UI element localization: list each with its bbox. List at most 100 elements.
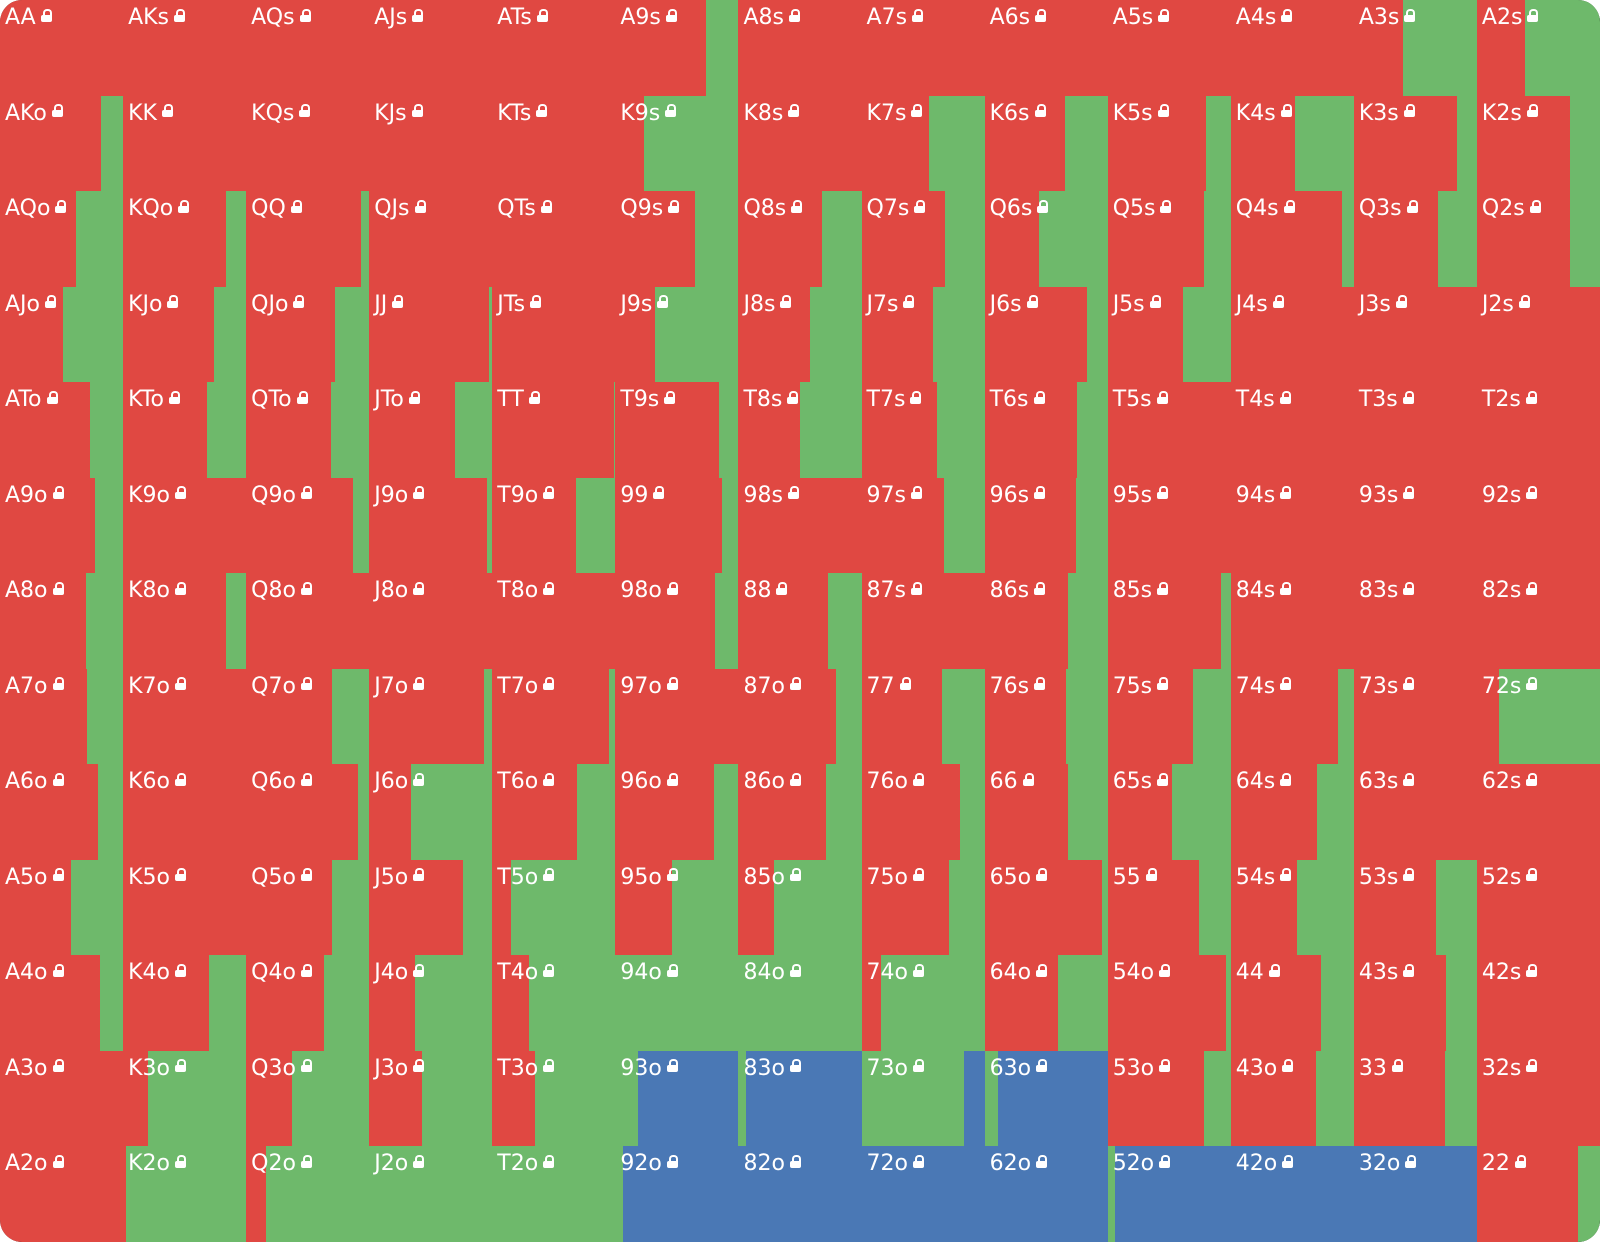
- hand-cell-94o[interactable]: 94o: [615, 955, 739, 1051]
- lock-icon[interactable]: [392, 295, 404, 309]
- hand-cell-43o[interactable]: 43o: [1230, 1050, 1354, 1147]
- lock-icon[interactable]: [543, 868, 555, 882]
- lock-icon[interactable]: [1526, 868, 1538, 882]
- lock-icon[interactable]: [1403, 581, 1415, 595]
- lock-icon[interactable]: [668, 199, 680, 213]
- hand-cell-76s[interactable]: 76s: [984, 668, 1108, 765]
- lock-icon[interactable]: [1157, 104, 1169, 118]
- lock-icon[interactable]: [1157, 772, 1169, 786]
- lock-icon[interactable]: [666, 1154, 678, 1168]
- hand-cell-72o[interactable]: 72o: [861, 1146, 985, 1242]
- lock-icon[interactable]: [1145, 868, 1157, 882]
- lock-icon[interactable]: [666, 581, 678, 595]
- lock-icon[interactable]: [1034, 486, 1046, 500]
- lock-icon[interactable]: [911, 486, 922, 500]
- hand-cell-aqo[interactable]: AQo: [0, 191, 124, 287]
- hand-cell-j9o[interactable]: J9o: [369, 477, 493, 574]
- lock-icon[interactable]: [787, 390, 799, 404]
- hand-cell-j4o[interactable]: J4o: [369, 955, 493, 1051]
- lock-icon[interactable]: [788, 104, 800, 118]
- lock-icon[interactable]: [1403, 963, 1415, 977]
- lock-icon[interactable]: [413, 581, 425, 595]
- hand-cell-aa[interactable]: AA: [0, 0, 124, 96]
- hand-cell-j8o[interactable]: J8o: [369, 573, 493, 669]
- hand-cell-53s[interactable]: 53s: [1353, 859, 1477, 956]
- hand-cell-62o[interactable]: 62o: [984, 1146, 1108, 1242]
- lock-icon[interactable]: [413, 963, 425, 977]
- hand-cell-87s[interactable]: 87s: [861, 573, 985, 669]
- lock-icon[interactable]: [1026, 295, 1038, 309]
- hand-cell-83s[interactable]: 83s: [1353, 573, 1477, 669]
- lock-icon[interactable]: [791, 199, 803, 213]
- hand-cell-k5o[interactable]: K5o: [123, 859, 247, 956]
- hand-cell-jts[interactable]: JTs: [492, 286, 616, 383]
- hand-cell-92s[interactable]: 92s: [1476, 477, 1600, 574]
- lock-icon[interactable]: [787, 486, 799, 500]
- hand-cell-76o[interactable]: 76o: [861, 764, 985, 860]
- hand-cell-t3s[interactable]: T3s: [1353, 382, 1477, 478]
- hand-cell-a9o[interactable]: A9o: [0, 477, 124, 574]
- hand-cell-66[interactable]: 66: [984, 764, 1108, 860]
- lock-icon[interactable]: [414, 199, 426, 213]
- lock-icon[interactable]: [665, 104, 677, 118]
- hand-cell-a9s[interactable]: A9s: [615, 0, 739, 96]
- lock-icon[interactable]: [52, 868, 64, 882]
- hand-cell-84s[interactable]: 84s: [1230, 573, 1354, 669]
- lock-icon[interactable]: [543, 581, 555, 595]
- hand-cell-a3o[interactable]: A3o: [0, 1050, 124, 1147]
- lock-icon[interactable]: [913, 1154, 924, 1168]
- hand-cell-j2s[interactable]: J2s: [1476, 286, 1600, 383]
- hand-cell-52s[interactable]: 52s: [1476, 859, 1600, 956]
- lock-icon[interactable]: [174, 1059, 186, 1073]
- hand-cell-a2o[interactable]: A2o: [0, 1146, 124, 1242]
- hand-cell-a4o[interactable]: A4o: [0, 955, 124, 1051]
- hand-cell-75o[interactable]: 75o: [861, 859, 985, 956]
- hand-cell-qts[interactable]: QTs: [492, 191, 616, 287]
- hand-cell-k6o[interactable]: K6o: [123, 764, 247, 860]
- lock-icon[interactable]: [1529, 199, 1541, 213]
- lock-icon[interactable]: [296, 390, 308, 404]
- lock-icon[interactable]: [1156, 390, 1168, 404]
- hand-cell-93o[interactable]: 93o: [615, 1050, 739, 1147]
- lock-icon[interactable]: [299, 104, 311, 118]
- lock-icon[interactable]: [1280, 677, 1292, 691]
- hand-cell-74o[interactable]: 74o: [861, 955, 985, 1051]
- lock-icon[interactable]: [1526, 963, 1538, 977]
- hand-cell-ajs[interactable]: AJs: [369, 0, 493, 96]
- lock-icon[interactable]: [789, 772, 801, 786]
- lock-icon[interactable]: [1526, 104, 1538, 118]
- lock-icon[interactable]: [300, 1154, 312, 1168]
- lock-icon[interactable]: [300, 1059, 312, 1073]
- hand-cell-88[interactable]: 88: [738, 573, 862, 669]
- hand-cell-q6o[interactable]: Q6o: [246, 764, 370, 860]
- hand-cell-44[interactable]: 44: [1230, 955, 1354, 1051]
- lock-icon[interactable]: [1279, 390, 1291, 404]
- lock-icon[interactable]: [40, 8, 52, 22]
- lock-icon[interactable]: [789, 1059, 801, 1073]
- lock-icon[interactable]: [1282, 1154, 1294, 1168]
- hand-cell-a7o[interactable]: A7o: [0, 668, 124, 765]
- lock-icon[interactable]: [1159, 1059, 1171, 1073]
- hand-cell-q3s[interactable]: Q3s: [1353, 191, 1477, 287]
- hand-cell-q2s[interactable]: Q2s: [1476, 191, 1600, 287]
- lock-icon[interactable]: [780, 295, 792, 309]
- lock-icon[interactable]: [1280, 868, 1292, 882]
- lock-icon[interactable]: [1281, 8, 1293, 22]
- lock-icon[interactable]: [174, 1154, 186, 1168]
- hand-cell-96s[interactable]: 96s: [984, 477, 1108, 574]
- lock-icon[interactable]: [1034, 677, 1046, 691]
- hand-cell-q7s[interactable]: Q7s: [861, 191, 985, 287]
- lock-icon[interactable]: [536, 104, 548, 118]
- hand-cell-aks[interactable]: AKs: [123, 0, 247, 96]
- hand-cell-kk[interactable]: KK: [123, 95, 247, 192]
- lock-icon[interactable]: [543, 963, 555, 977]
- lock-icon[interactable]: [1282, 1059, 1294, 1073]
- lock-icon[interactable]: [413, 1154, 425, 1168]
- lock-icon[interactable]: [412, 8, 424, 22]
- lock-icon[interactable]: [543, 772, 555, 786]
- lock-icon[interactable]: [1159, 963, 1171, 977]
- hand-cell-82o[interactable]: 82o: [738, 1146, 862, 1242]
- hand-cell-33[interactable]: 33: [1353, 1050, 1477, 1147]
- lock-icon[interactable]: [300, 868, 312, 882]
- lock-icon[interactable]: [788, 8, 800, 22]
